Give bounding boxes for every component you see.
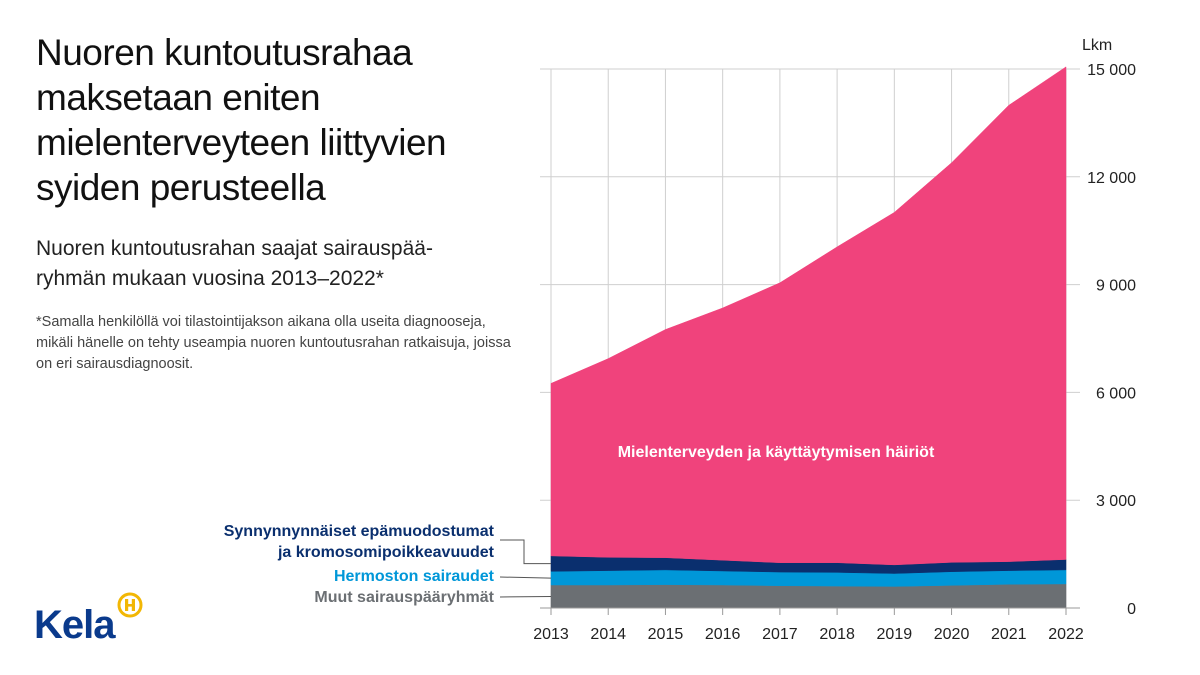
y-tick-label: 3 000 [1096,493,1136,510]
chart-footnote: *Samalla henkilöllä voi tilastointijakso… [36,314,511,372]
series-label-congenital: ja kromosomipoikkeavuudet [277,544,495,561]
series-label-mental-health: Mielenterveyden ja käyttäytymisen häiriö… [618,444,935,461]
x-tick-label: 2014 [590,626,626,643]
y-tick-label: 0 [1127,601,1136,618]
x-tick-label: 2022 [1048,626,1084,643]
x-tick-label: 2015 [648,626,684,643]
kela-emblem-icon [117,592,143,618]
leader-line-nervous-system [499,576,552,579]
chart-subtitle: Nuoren kuntoutusrahan saajat sairauspää­… [36,237,433,290]
x-tick-label: 2016 [705,626,741,643]
kela-logo: Kela [34,592,154,653]
series-label-other: Muut sairauspääryhmät [314,589,494,606]
area-series-4 [550,66,1067,566]
leader-line-congenital [500,539,551,565]
series-label-congenital: Synnynnynnäiset epämuodostumat [224,523,495,540]
y-tick-label: 9 000 [1096,278,1136,295]
y-tick-label: 12 000 [1087,170,1136,187]
area-series-1 [550,583,1067,609]
series-label-nervous-system: Hermoston sairaudet [334,568,495,585]
x-tick-label: 2020 [934,626,970,643]
y-axis-label: Lkm [1082,37,1112,54]
x-tick-label: 2013 [533,626,569,643]
x-tick-label: 2017 [762,626,798,643]
x-tick-label: 2019 [877,626,913,643]
y-tick-label: 15 000 [1087,62,1136,79]
y-tick-label: 6 000 [1096,385,1136,402]
kela-logo-graphic: Kela [34,592,143,647]
x-tick-label: 2021 [991,626,1027,643]
x-tick-label: 2018 [819,626,855,643]
chart-title: Nuoren kuntoutusrahaa maksetaan eniten m… [36,32,447,208]
kela-logo-text: Kela [34,603,116,647]
